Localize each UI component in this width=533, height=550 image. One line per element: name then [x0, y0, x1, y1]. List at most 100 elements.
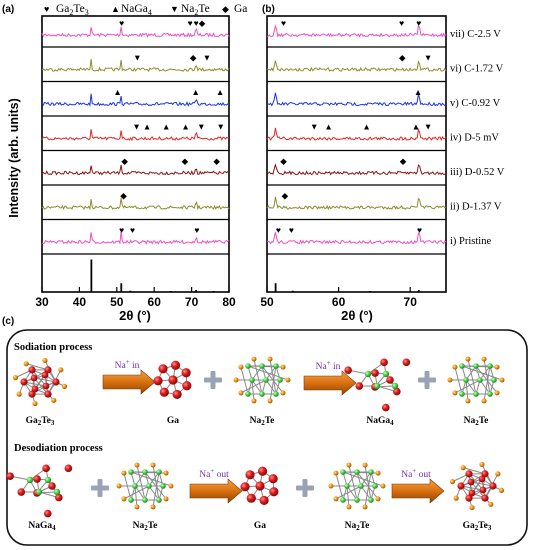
- series-line: [266, 196, 447, 211]
- red-atom: [55, 493, 63, 502]
- compound-label: Na2Te: [464, 416, 489, 427]
- plot-frame: [266, 15, 447, 293]
- green-atom: [487, 391, 493, 397]
- orange-atom: [23, 361, 29, 367]
- bond: [364, 471, 372, 508]
- series-label: iii) D-0.52 V: [450, 167, 505, 178]
- peak-marker-up: ▲: [414, 87, 422, 97]
- compound-label: NaGa4: [28, 521, 56, 532]
- bond: [465, 379, 469, 401]
- bond: [483, 365, 491, 402]
- peak-marker-up: ▲: [324, 122, 332, 132]
- green-atom: [340, 469, 346, 475]
- red-atom: [41, 371, 49, 379]
- reaction-arrow: [303, 370, 357, 396]
- green-atom: [146, 483, 152, 489]
- green-atom: [259, 363, 265, 369]
- x-tick-label: 60: [148, 295, 162, 309]
- legend-label-ga2te3: Ga2Te3: [56, 3, 89, 17]
- orange-atom: [163, 470, 169, 476]
- orange-atom: [452, 364, 458, 370]
- red-atom: [381, 403, 390, 412]
- red-atom: [17, 488, 26, 496]
- orange-atom: [163, 496, 169, 502]
- red-atom: [64, 464, 73, 473]
- orange-atom: [134, 504, 140, 510]
- bond: [346, 485, 350, 507]
- series-line: [41, 59, 230, 73]
- bond: [483, 358, 491, 395]
- green-atom: [273, 391, 279, 397]
- peak-marker-heart: ♥: [194, 18, 199, 28]
- plot-frame: [41, 15, 230, 293]
- orange-atom: [42, 357, 48, 364]
- bond: [33, 377, 57, 383]
- bond: [364, 464, 372, 501]
- bond: [123, 485, 150, 500]
- peak-marker-down: ▼: [310, 122, 318, 132]
- orange-atom: [328, 483, 334, 489]
- orange-atom: [333, 496, 339, 502]
- x-tick-label: 30: [35, 295, 49, 309]
- red-atom: [467, 478, 475, 486]
- bond: [360, 471, 372, 487]
- green-atom: [53, 488, 61, 496]
- orange-atom: [346, 462, 352, 468]
- green-atom: [132, 483, 138, 489]
- red-atom: [268, 474, 278, 484]
- red-atom: [43, 509, 52, 518]
- green-atom: [259, 391, 265, 397]
- peak-marker-diamond: ◆: [121, 156, 128, 166]
- peak-marker-down: ▼: [217, 122, 225, 132]
- panel-c-frame: [6, 329, 528, 546]
- plus-sign: [210, 371, 216, 389]
- bond: [463, 467, 486, 475]
- peak-marker-down: ▼: [424, 53, 432, 63]
- orange-atom: [61, 383, 68, 389]
- orange-atom: [134, 462, 140, 468]
- red-atom: [355, 382, 364, 390]
- green-atom: [459, 363, 465, 369]
- red-atom: [468, 489, 476, 497]
- series-line: [41, 231, 230, 245]
- bond: [356, 471, 379, 500]
- red-atom: [52, 378, 60, 386]
- red-atom: [481, 494, 489, 502]
- compound-label: Ga2Te3: [463, 521, 492, 532]
- series-label: vii) C-2.5 V: [450, 29, 501, 40]
- red-atom: [153, 376, 163, 386]
- arrow-label: Na+ out: [401, 467, 431, 480]
- red-atom: [481, 470, 489, 478]
- green-atom: [245, 391, 251, 397]
- red-atom: [380, 358, 388, 367]
- peak-marker-heart: ♥: [399, 18, 404, 28]
- x-tick-label: 50: [260, 295, 274, 309]
- panel-b-letter: (b): [262, 4, 275, 15]
- orange-atom: [116, 483, 122, 489]
- arrow-label: Na+ in: [115, 358, 140, 371]
- red-atom: [182, 381, 192, 391]
- orange-atom: [375, 470, 381, 476]
- compound-label: Ga: [167, 416, 179, 426]
- bond: [335, 485, 362, 500]
- peak-marker-heart: ♥: [281, 18, 286, 28]
- bond: [251, 379, 263, 395]
- bond: [148, 485, 160, 501]
- peak-marker-down: ▼: [424, 122, 432, 132]
- orange-atom: [51, 397, 57, 403]
- red-atom: [172, 389, 182, 400]
- compound-label: Na2Te: [250, 416, 275, 427]
- series-label: vi) C-1.72 V: [450, 64, 504, 75]
- green-atom: [160, 483, 166, 489]
- peak-marker-diamond: ◆: [120, 191, 127, 201]
- red-atom: [465, 470, 473, 478]
- bond: [134, 485, 138, 507]
- red-atom: [371, 369, 379, 377]
- reaction-arrow: [102, 369, 156, 395]
- green-atom: [263, 377, 269, 383]
- peak-marker-heart: ♥: [289, 225, 294, 235]
- peak-marker-diamond: ◆: [399, 53, 406, 63]
- green-atom: [463, 377, 469, 383]
- orange-atom: [238, 390, 244, 396]
